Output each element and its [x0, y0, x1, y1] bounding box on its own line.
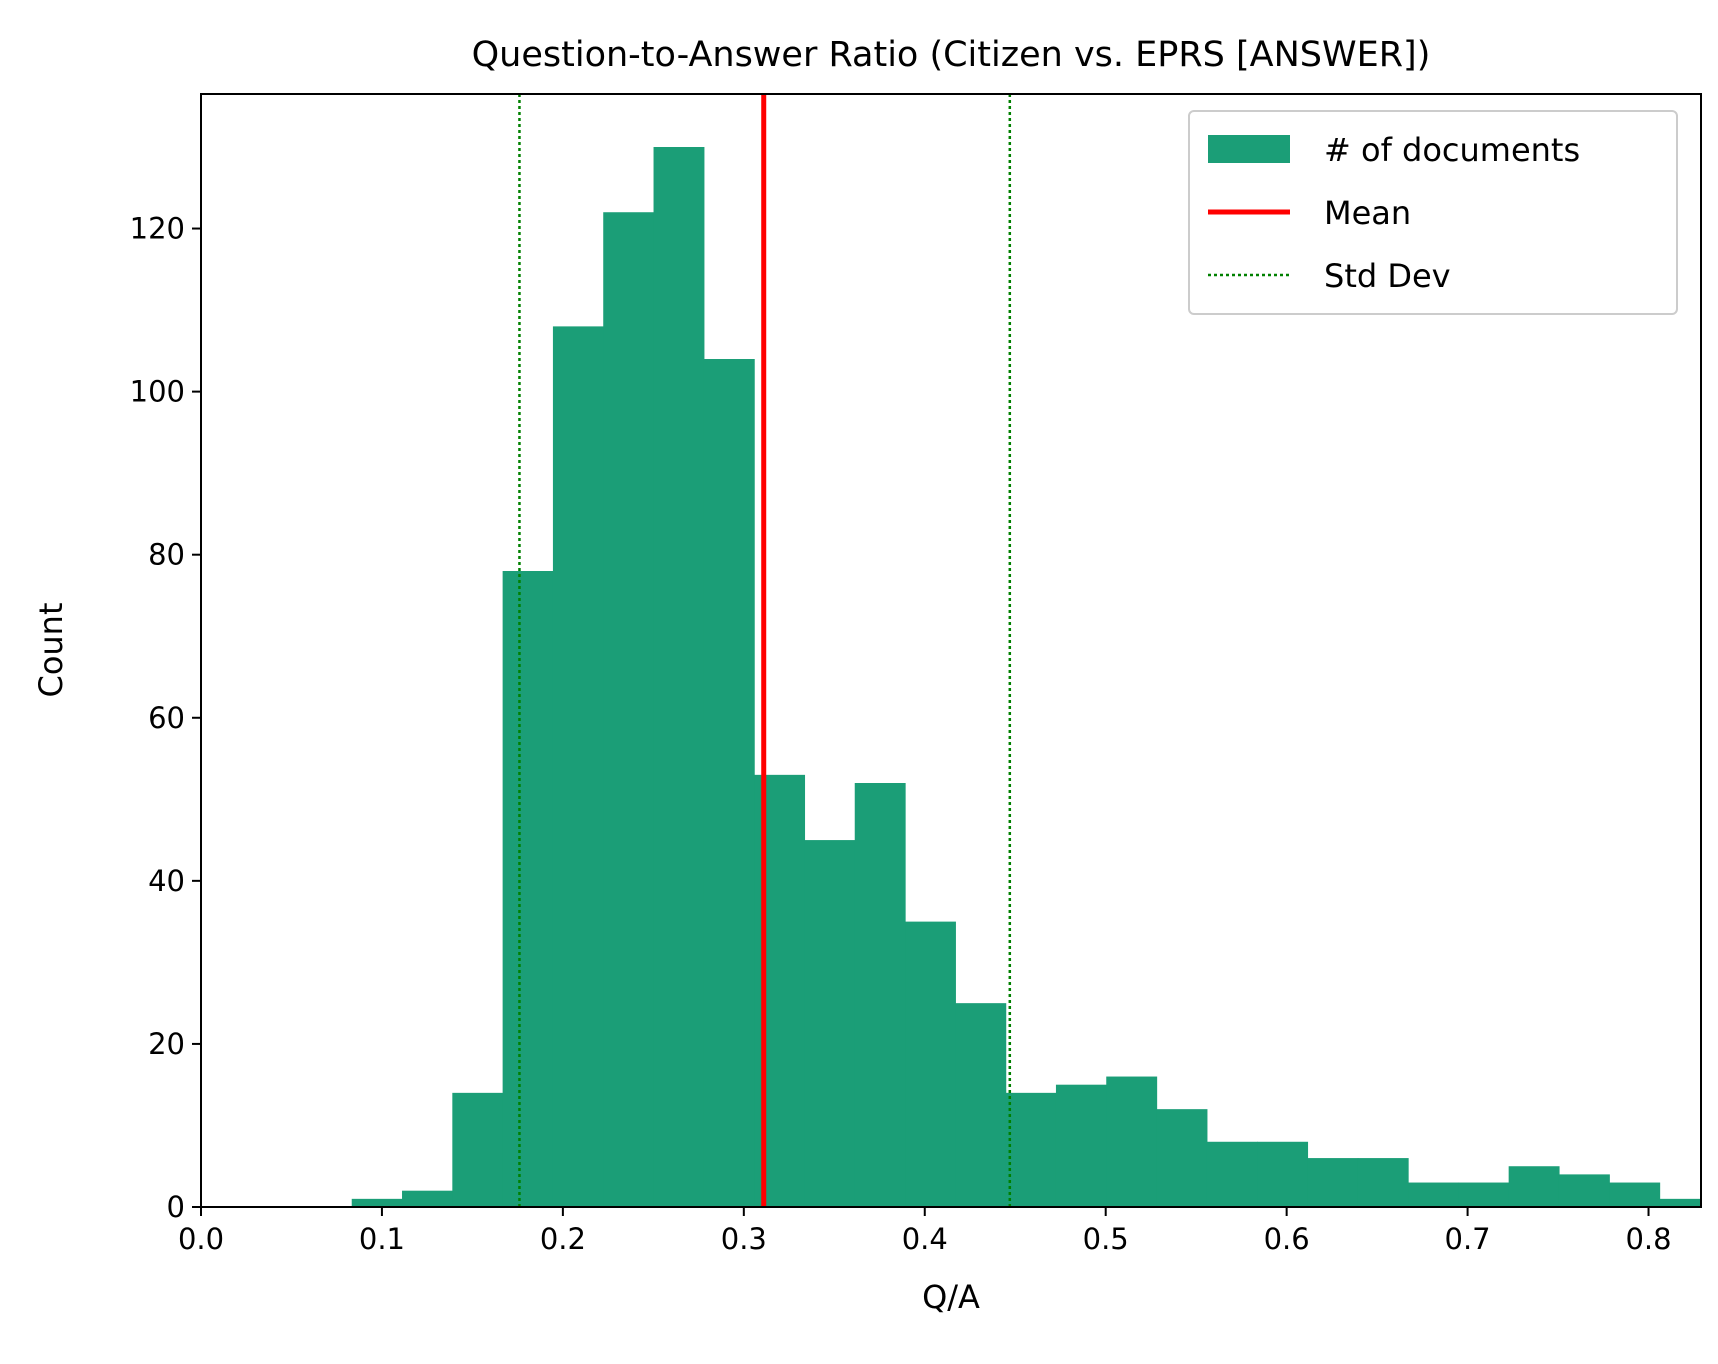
bars-layer — [351, 147, 1702, 1207]
legend-bars-swatch — [1208, 135, 1290, 163]
y-tick-label: 80 — [148, 538, 185, 572]
x-tick-label: 0.8 — [1625, 1222, 1671, 1256]
histogram-bar — [1257, 1141, 1309, 1207]
histogram-bar — [402, 1190, 453, 1207]
histogram-bar — [1408, 1182, 1459, 1207]
y-tick-label: 0 — [167, 1190, 185, 1224]
legend-mean-label: Mean — [1324, 194, 1411, 232]
histogram-bar — [1609, 1182, 1661, 1207]
x-tick-label: 0.1 — [359, 1222, 405, 1256]
histogram-bar — [1106, 1076, 1158, 1207]
y-tick-label: 40 — [148, 864, 185, 898]
histogram-bar — [703, 359, 755, 1207]
y-tick-label: 60 — [148, 701, 185, 735]
y-tick-label: 100 — [130, 375, 185, 409]
y-tick-label: 20 — [148, 1027, 185, 1061]
x-tick-label: 0.3 — [721, 1222, 767, 1256]
y-axis-label: Count — [32, 602, 70, 697]
x-tick-label: 0.4 — [902, 1222, 948, 1256]
histogram-bar — [1558, 1174, 1610, 1207]
chart-title: Question-to-Answer Ratio (Citizen vs. EP… — [472, 35, 1431, 75]
histogram-bar — [452, 1092, 504, 1207]
histogram-bar — [1458, 1182, 1510, 1207]
x-axis: 0.0 0.1 0.2 0.3 0.4 0.5 0.6 0.7 0.8 — [178, 1207, 1672, 1256]
legend-bars-label: # of documents — [1324, 131, 1580, 169]
histogram-bar — [804, 840, 856, 1207]
legend: # of documents Mean Std Dev — [1188, 110, 1678, 315]
histogram-bar — [502, 571, 554, 1207]
y-tick-label: 120 — [130, 212, 185, 246]
histogram-bar — [653, 147, 705, 1207]
histogram-bar — [1508, 1166, 1560, 1207]
x-tick-label: 0.2 — [540, 1222, 586, 1256]
histogram-bar — [1357, 1158, 1409, 1207]
histogram-bar — [905, 921, 956, 1207]
histogram-bar — [1156, 1109, 1208, 1207]
histogram-bar — [351, 1198, 403, 1207]
histogram-bar — [1659, 1198, 1702, 1207]
histogram-bar — [1005, 1092, 1057, 1207]
histogram-bar — [1307, 1158, 1359, 1207]
x-tick-label: 0.0 — [178, 1222, 224, 1256]
histogram-bar — [603, 212, 655, 1207]
legend-box — [1188, 110, 1678, 315]
histogram-bar — [1055, 1084, 1107, 1207]
x-tick-label: 0.7 — [1445, 1222, 1491, 1256]
x-tick-label: 0.6 — [1264, 1222, 1310, 1256]
x-tick-label: 0.5 — [1083, 1222, 1129, 1256]
reference-lines-layer — [518, 94, 1012, 1207]
y-axis: 0 20 40 60 80 100 120 — [130, 212, 201, 1224]
histogram-bar — [1206, 1141, 1258, 1207]
legend-std-label: Std Dev — [1324, 257, 1451, 295]
histogram-bar — [552, 326, 604, 1207]
histogram-bar — [854, 783, 906, 1207]
histogram-bar — [955, 1003, 1007, 1207]
plot-frame — [200, 93, 1702, 1208]
x-axis-label: Q/A — [922, 1278, 980, 1316]
